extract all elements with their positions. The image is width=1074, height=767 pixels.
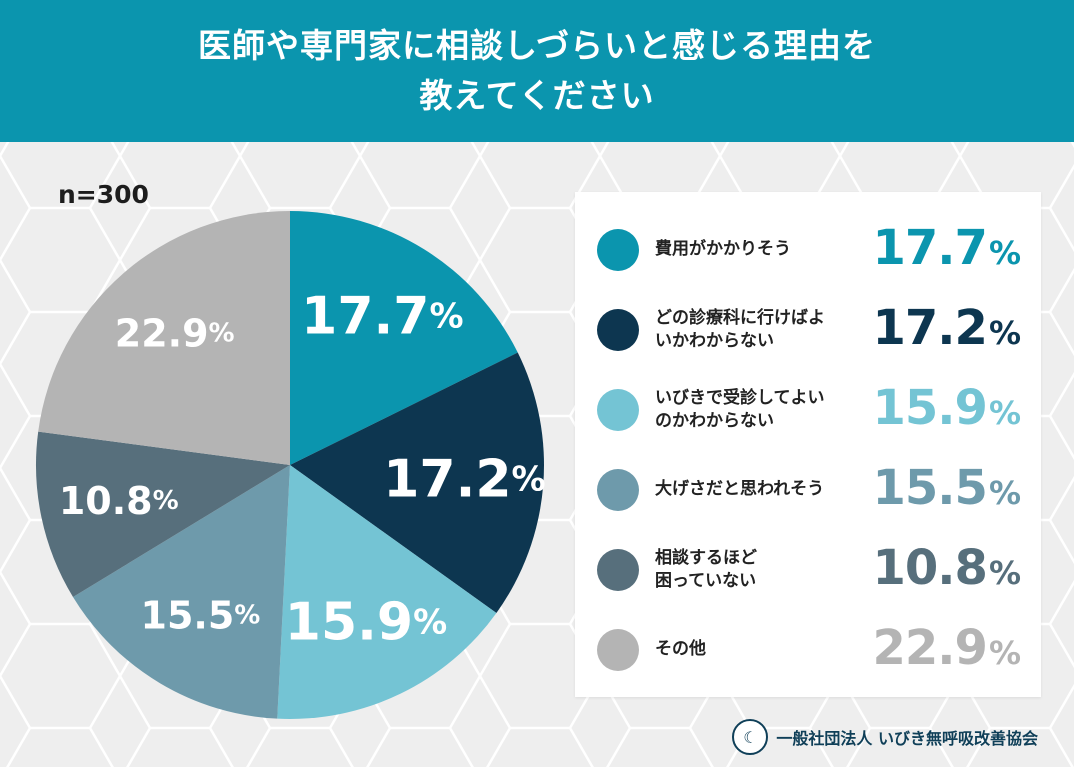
pie-slice (38, 211, 291, 465)
legend-swatch (597, 389, 639, 431)
legend-row: どの診療科に行けばよ いかわからない 17.2% (575, 290, 1041, 370)
sample-size-label: n=300 (58, 180, 149, 209)
pie-slice (277, 465, 497, 719)
legend-row: その他 22.9% (575, 610, 1041, 690)
legend-value: 15.9% (872, 380, 1022, 436)
legend-swatch (597, 549, 639, 591)
pie-slice (73, 465, 290, 719)
slice-value-label: 17.7% (301, 286, 463, 346)
pie-slice (290, 352, 544, 614)
legend-swatch (597, 309, 639, 351)
legend-row: 大げさだと思われそう 15.5% (575, 450, 1041, 530)
legend-label: どの診療科に行けばよ いかわからない (655, 308, 825, 351)
legend-value: 15.5% (872, 460, 1022, 516)
title-line-1: 医師や専門家に相談しづらいと感じる理由を (197, 26, 877, 65)
legend-label: 相談するほど 困っていない (655, 548, 757, 591)
title-line-2: 教えてください (419, 76, 655, 115)
legend-value: 22.9% (872, 620, 1022, 676)
legend-swatch (597, 629, 639, 671)
legend-label: 大げさだと思われそう (655, 479, 825, 499)
legend-row: 費用がかかりそう 17.7% (575, 210, 1041, 290)
pie-slice (35, 431, 290, 598)
legend-swatch (597, 469, 639, 511)
title-banner: 医師や専門家に相談しづらいと感じる理由を 教えてください (0, 0, 1074, 142)
slice-value-label: 15.9% (285, 593, 447, 653)
legend-row: いびきで受診してよい のかわからない 15.9% (575, 370, 1041, 450)
legend-row: 相談するほど 困っていない 10.8% (575, 530, 1041, 610)
footer-credit: ☾ 一般社団法人 いびき無呼吸改善協会 (732, 719, 1038, 755)
legend-label: いびきで受診してよい のかわからない (655, 388, 825, 431)
legend-value: 10.8% (872, 540, 1022, 596)
slice-value-label: 22.9% (115, 311, 235, 355)
sleeping-face-logo-icon: ☾ (732, 719, 769, 755)
pie-chart: 17.7% 17.2% 15.9% 15.5% 10.8% 22.9% (35, 211, 546, 719)
legend-label: その他 (655, 639, 706, 659)
legend-label: 費用がかかりそう (655, 239, 791, 259)
organization-name: 一般社団法人 いびき無呼吸改善協会 (776, 729, 1038, 748)
legend-panel: 費用がかかりそう 17.7% どの診療科に行けばよ いかわからない 17.2% いびきで… (575, 192, 1041, 697)
slice-value-label: 17.2% (383, 449, 545, 509)
legend-value: 17.7% (872, 220, 1022, 276)
pie-slice (290, 211, 518, 465)
legend-value: 17.2% (872, 300, 1022, 356)
slice-value-label: 15.5% (141, 593, 261, 637)
slice-value-label: 10.8% (59, 479, 179, 523)
legend-swatch (597, 229, 639, 271)
